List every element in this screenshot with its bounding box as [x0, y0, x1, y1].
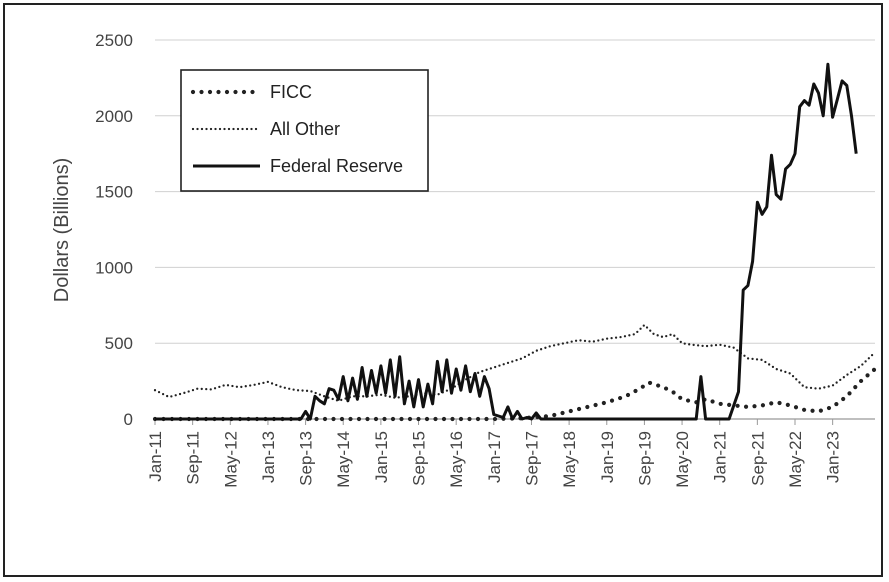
x-tick-label: Jan-13: [259, 431, 278, 483]
x-tick-label: May-12: [221, 431, 240, 488]
y-axis-ticks: 0 500 1000 1500 2000 2500: [95, 31, 133, 429]
y-tick-label: 2000: [95, 107, 133, 126]
y-tick-label: 2500: [95, 31, 133, 50]
y-tick-label: 0: [124, 410, 133, 429]
legend-box: [180, 69, 429, 192]
series-federal-reserve-line: [155, 62, 858, 421]
series-all-other-line: [153, 323, 877, 403]
legend: FICC All Other Federal Reserve: [180, 69, 429, 192]
legend-label-federal-reserve: Federal Reserve: [270, 156, 403, 176]
y-tick-label: 500: [105, 334, 133, 353]
x-tick-label: Jan-19: [598, 431, 617, 483]
y-axis-title: Dollars (Billions): [51, 158, 73, 302]
x-tick-label: Jan-17: [485, 431, 504, 483]
x-tick-label: Sep-19: [635, 431, 654, 486]
legend-label-ficc: FICC: [270, 82, 312, 102]
x-tick-label: Jan-11: [146, 431, 165, 482]
x-tick-label: Sep-15: [410, 431, 429, 486]
x-tick-label: May-22: [786, 431, 805, 488]
series-layer: [152, 62, 878, 422]
chart-frame: [3, 3, 883, 577]
y-tick-label: 1000: [95, 258, 133, 277]
legend-label-all-other: All Other: [270, 119, 340, 139]
x-tick-label: May-18: [560, 431, 579, 488]
x-tick-label: Sep-13: [297, 431, 316, 486]
x-tick-label: Sep-21: [748, 431, 767, 486]
y-tick-label: 1500: [95, 183, 133, 202]
series-ficc-line: [152, 366, 878, 422]
x-tick-label: Sep-17: [522, 431, 541, 486]
x-axis-ticks: Jan-11 Sep-11 May-12 Jan-13 Sep-13 May-14 Jan-…: [146, 419, 843, 488]
x-tick-label: May-14: [334, 431, 353, 488]
x-tick-label: May-16: [447, 431, 466, 488]
x-tick-label: Jan-23: [824, 431, 843, 483]
x-tick-label: Sep-11: [184, 431, 203, 485]
x-tick-label: Jan-15: [372, 431, 391, 483]
x-tick-label: Jan-21: [711, 431, 730, 483]
x-tick-label: May-20: [673, 431, 692, 488]
